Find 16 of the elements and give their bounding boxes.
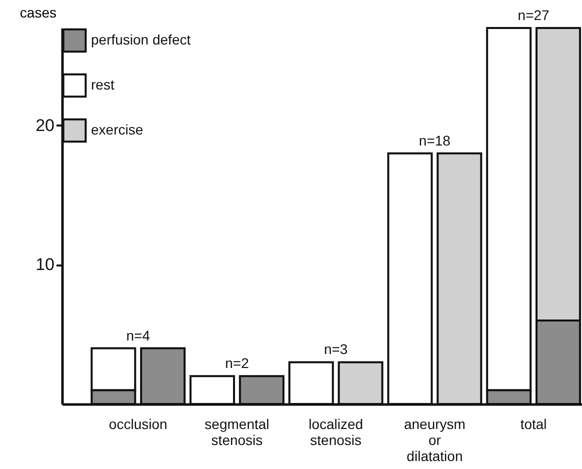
- legend-label: exercise: [91, 122, 144, 138]
- total-label: n=18: [418, 132, 451, 148]
- x-tick-label: localized stenosis: [308, 416, 364, 448]
- y-tick-label: 10: [36, 255, 54, 274]
- total-label: n=2: [225, 355, 250, 372]
- legend-label: perfusion defect: [91, 32, 191, 48]
- total-label: n=27: [518, 7, 550, 23]
- y-axis-title: cases: [20, 4, 56, 20]
- x-tick-label: aneurysm or dilatation: [404, 416, 466, 464]
- y-tick-label: 20: [36, 116, 54, 135]
- x-tick-label: segmental stenosis: [204, 416, 270, 448]
- legend-label: rest: [91, 76, 114, 92]
- total-label: n=4: [126, 327, 150, 344]
- x-tick-label: total: [520, 416, 547, 432]
- x-tick-label: occlusion: [108, 416, 168, 432]
- total-label: n=3: [324, 341, 348, 358]
